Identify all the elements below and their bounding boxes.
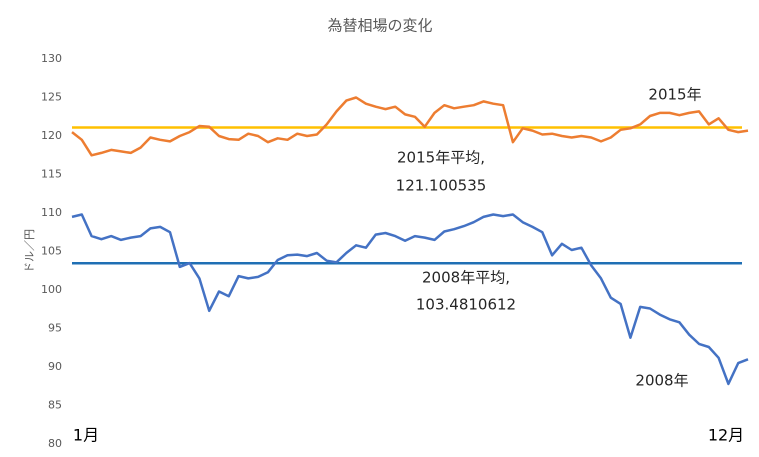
y-tick-label: 105 [41,245,62,258]
average-value: 121.100535 [396,177,487,195]
x-tick-label: 1月 [73,426,99,445]
y-tick-label: 95 [48,322,62,335]
x-tick-label: 12月 [708,426,744,445]
y-tick-label: 115 [41,168,62,181]
y-tick-label: 80 [48,437,62,450]
series-line [71,213,749,386]
y-tick-label: 90 [48,360,62,373]
y-tick-label: 120 [41,129,62,142]
chart-title: 為替相場の変化 [327,17,432,35]
y-tick-label: 85 [48,399,62,412]
y-tick-label: 130 [41,52,62,65]
series-line [71,96,749,157]
y-axis-label: ドル／円 [23,229,36,273]
average-label: 2015年平均, [397,149,485,167]
y-tick-label: 125 [41,91,62,104]
y-tick-label: 110 [41,206,62,219]
average-value: 103.4810612 [416,296,516,314]
average-label: 2008年平均, [422,269,510,287]
y-tick-label: 100 [41,283,62,296]
series-label: 2015年 [648,86,701,104]
series-label: 2008年 [635,372,688,390]
